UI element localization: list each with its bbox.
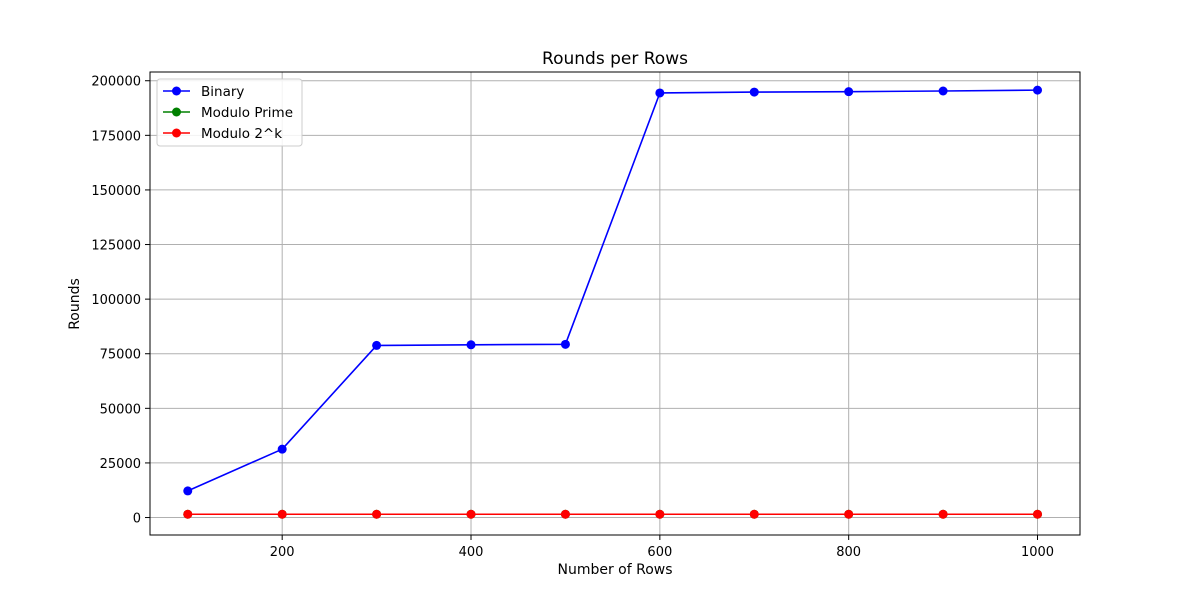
series-binary	[183, 85, 1043, 496]
x-tick-label: 200	[270, 545, 295, 560]
data-point-modulo-2-k	[938, 509, 948, 519]
y-tick-label: 175000	[91, 129, 141, 144]
data-point-modulo-2-k	[372, 509, 382, 519]
y-axis-ticks: 0 25000 50000 75000 100000 125000 150000 175000…	[91, 75, 150, 527]
data-point-binary	[372, 340, 382, 350]
series-line-binary	[187, 89, 1038, 492]
y-tick-label: 75000	[100, 348, 141, 363]
chart-title: Rounds per Rows	[542, 49, 688, 69]
data-point-binary	[183, 486, 193, 496]
data-point-modulo-2-k	[749, 509, 759, 519]
legend-entries: Binary Modulo Prime Modulo 2^k	[163, 84, 293, 142]
x-axis-ticks: 200 400 600 800 1000	[270, 535, 1054, 560]
series-layer	[183, 85, 1043, 519]
legend-marker-binary	[172, 86, 181, 96]
y-tick-label: 0	[133, 512, 141, 527]
data-point-modulo-2-k	[560, 509, 570, 519]
legend: Binary Modulo Prime Modulo 2^k	[156, 78, 303, 147]
data-point-modulo-2-k	[277, 509, 287, 519]
x-tick-label: 600	[647, 545, 672, 560]
legend-marker-modulo-prime	[172, 107, 181, 117]
x-tick-label: 400	[459, 545, 484, 560]
grid-lines	[150, 72, 1080, 535]
data-point-modulo-2-k	[466, 509, 476, 519]
legend-label-binary: Binary	[201, 84, 244, 100]
y-tick-label: 125000	[91, 239, 141, 254]
data-point-binary	[938, 86, 948, 96]
data-point-binary	[844, 87, 854, 97]
x-axis-label: Number of Rows	[557, 562, 672, 578]
data-point-binary	[466, 340, 476, 350]
x-tick-label: 1000	[1021, 545, 1054, 560]
y-tick-label: 50000	[100, 402, 141, 417]
legend-box	[156, 78, 303, 147]
plot-frame	[149, 71, 1081, 536]
data-point-modulo-2-k	[844, 509, 854, 519]
data-point-binary	[749, 87, 759, 97]
y-tick-label: 100000	[91, 293, 141, 308]
data-point-binary	[1033, 85, 1043, 95]
legend-label-modulo-2-k: Modulo 2^k	[201, 126, 282, 142]
legend-label-modulo-prime: Modulo Prime	[201, 105, 293, 121]
legend-entry-modulo-prime: Modulo Prime	[163, 105, 293, 121]
legend-entry-binary: Binary	[163, 84, 244, 100]
x-tick-label: 800	[836, 545, 861, 560]
legend-marker-modulo-2-k	[172, 128, 181, 138]
y-tick-label: 25000	[100, 457, 141, 472]
y-axis-label: Rounds	[67, 278, 83, 330]
y-tick-label: 200000	[91, 75, 141, 90]
data-point-binary	[655, 88, 665, 98]
data-point-modulo-2-k	[1033, 509, 1043, 519]
legend-entry-modulo-2-k: Modulo 2^k	[163, 126, 282, 142]
data-point-modulo-2-k	[183, 509, 193, 519]
data-point-binary	[277, 444, 287, 454]
data-point-binary	[560, 339, 570, 349]
y-tick-label: 150000	[91, 184, 141, 199]
data-point-modulo-2-k	[655, 509, 665, 519]
series-modulo-2-k	[183, 509, 1043, 519]
